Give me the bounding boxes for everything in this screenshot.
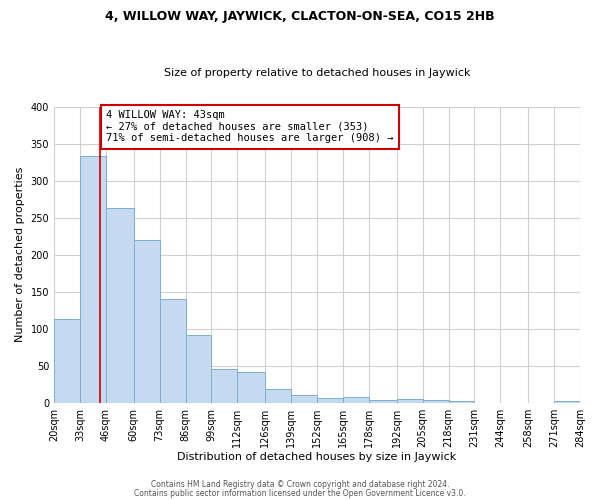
Bar (422, 400, 449, 402)
Bar (343, 397, 369, 402)
X-axis label: Distribution of detached houses by size in Jaywick: Distribution of detached houses by size … (178, 452, 457, 462)
Bar (185, 336, 211, 402)
Bar (106, 208, 134, 402)
Bar (238, 372, 265, 402)
Bar (134, 240, 160, 402)
Bar (160, 299, 185, 403)
Bar (449, 401, 475, 402)
Text: Contains public sector information licensed under the Open Government Licence v3: Contains public sector information licen… (134, 488, 466, 498)
Bar (211, 370, 238, 402)
Text: Contains HM Land Registry data © Crown copyright and database right 2024.: Contains HM Land Registry data © Crown c… (151, 480, 449, 489)
Bar (554, 401, 580, 402)
Bar (317, 398, 343, 402)
Bar (397, 399, 422, 402)
Text: 4, WILLOW WAY, JAYWICK, CLACTON-ON-SEA, CO15 2HB: 4, WILLOW WAY, JAYWICK, CLACTON-ON-SEA, … (105, 10, 495, 23)
Bar (369, 400, 397, 402)
Bar (291, 396, 317, 402)
Bar (54, 319, 80, 402)
Title: Size of property relative to detached houses in Jaywick: Size of property relative to detached ho… (164, 68, 470, 78)
Text: 4 WILLOW WAY: 43sqm
← 27% of detached houses are smaller (353)
71% of semi-detac: 4 WILLOW WAY: 43sqm ← 27% of detached ho… (106, 110, 394, 144)
Y-axis label: Number of detached properties: Number of detached properties (15, 167, 25, 342)
Bar (265, 390, 291, 402)
Bar (80, 156, 106, 402)
